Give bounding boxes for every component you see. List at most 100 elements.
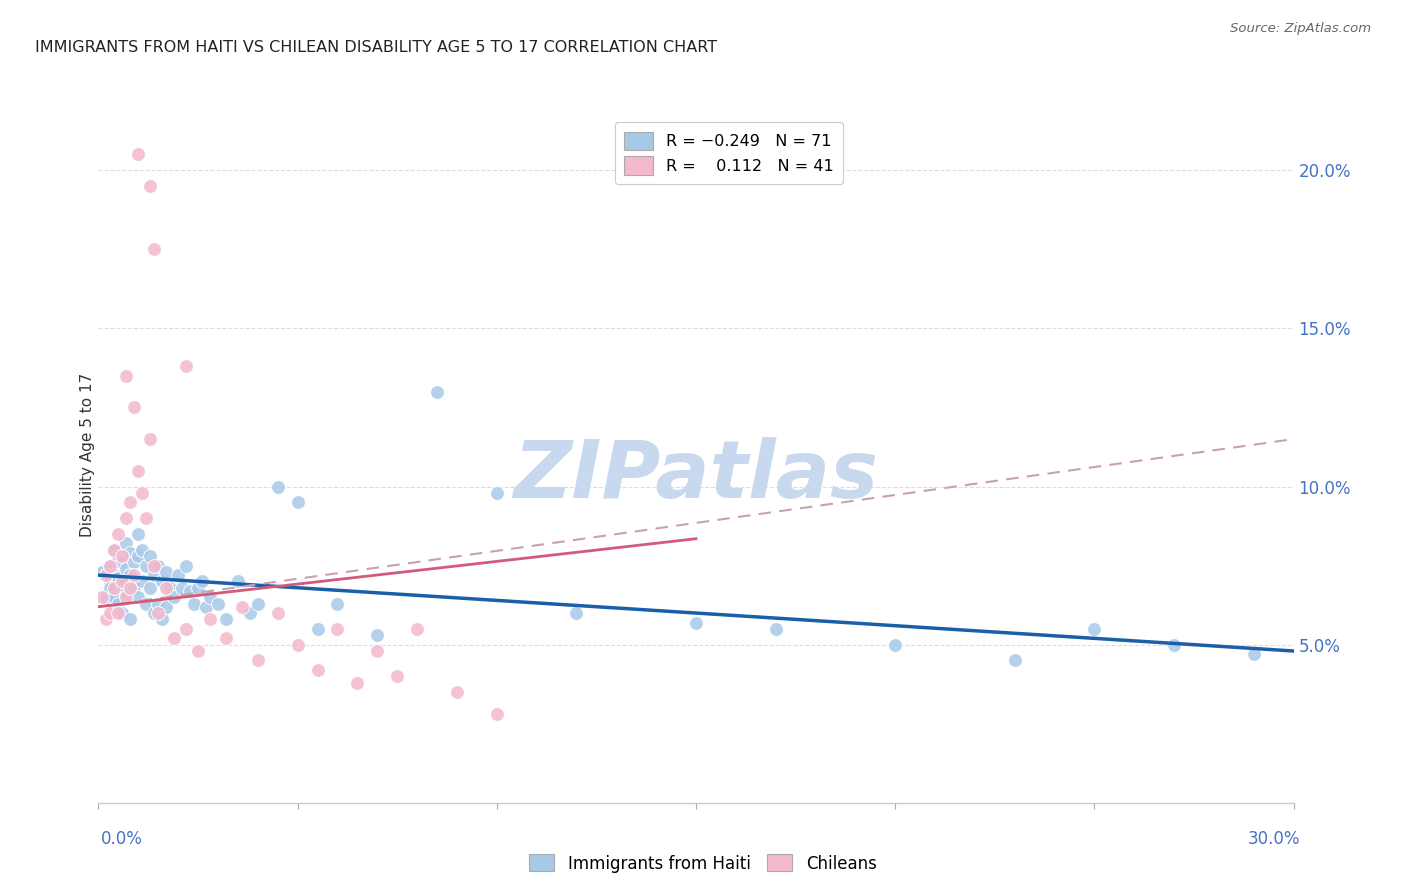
Point xyxy=(143,558,166,573)
Point xyxy=(127,591,149,605)
Point xyxy=(120,495,142,509)
Point xyxy=(198,612,221,626)
Point xyxy=(100,558,122,573)
Point xyxy=(148,597,170,611)
Point xyxy=(155,581,177,595)
Text: Source: ZipAtlas.com: Source: ZipAtlas.com xyxy=(1230,22,1371,36)
Point xyxy=(135,597,157,611)
Point xyxy=(1163,638,1185,652)
Point xyxy=(96,591,118,605)
Point xyxy=(111,549,134,563)
Point xyxy=(103,581,125,595)
Point xyxy=(100,558,122,573)
Legend: R = −0.249   N = 71, R =    0.112   N = 41: R = −0.249 N = 71, R = 0.112 N = 41 xyxy=(614,122,844,185)
Point xyxy=(159,581,181,595)
Point xyxy=(174,359,197,374)
Point xyxy=(120,546,142,560)
Point xyxy=(115,591,138,605)
Point xyxy=(111,577,134,591)
Point xyxy=(246,653,269,667)
Point xyxy=(139,549,162,563)
Point xyxy=(124,401,146,415)
Point xyxy=(111,574,134,589)
Point xyxy=(111,556,134,570)
Point xyxy=(406,622,429,636)
Point xyxy=(226,574,249,589)
Point xyxy=(1004,653,1026,667)
Point xyxy=(100,581,122,595)
Point xyxy=(287,495,309,509)
Legend: Immigrants from Haiti, Chileans: Immigrants from Haiti, Chileans xyxy=(523,847,883,880)
Point xyxy=(326,622,349,636)
Text: 0.0%: 0.0% xyxy=(101,830,143,847)
Point xyxy=(765,622,787,636)
Point xyxy=(96,568,118,582)
Point xyxy=(267,479,290,493)
Point xyxy=(326,597,349,611)
Point xyxy=(426,384,449,399)
Point xyxy=(103,542,125,557)
Point xyxy=(485,486,508,500)
Point xyxy=(96,612,118,626)
Point xyxy=(267,606,290,620)
Point xyxy=(115,587,138,601)
Point xyxy=(385,669,409,683)
Point xyxy=(231,599,253,614)
Point xyxy=(307,663,329,677)
Point xyxy=(115,511,138,525)
Point xyxy=(124,556,146,570)
Point xyxy=(366,644,388,658)
Point xyxy=(135,558,157,573)
Text: IMMIGRANTS FROM HAITI VS CHILEAN DISABILITY AGE 5 TO 17 CORRELATION CHART: IMMIGRANTS FROM HAITI VS CHILEAN DISABIL… xyxy=(35,40,717,55)
Point xyxy=(91,591,114,605)
Point xyxy=(107,527,129,541)
Point xyxy=(179,583,201,598)
Point xyxy=(446,685,468,699)
Point xyxy=(115,368,138,383)
Point xyxy=(111,606,134,620)
Point xyxy=(127,527,149,541)
Point xyxy=(139,581,162,595)
Point xyxy=(100,606,122,620)
Point xyxy=(1083,622,1105,636)
Point xyxy=(148,558,170,573)
Point xyxy=(163,591,186,605)
Point xyxy=(287,638,309,652)
Point xyxy=(107,597,129,611)
Point xyxy=(167,568,190,582)
Point xyxy=(131,542,153,557)
Point xyxy=(155,565,177,579)
Point xyxy=(1243,647,1265,661)
Point xyxy=(107,606,129,620)
Point xyxy=(124,568,146,582)
Point xyxy=(346,675,368,690)
Point xyxy=(103,591,125,605)
Point xyxy=(172,581,194,595)
Point xyxy=(150,612,173,626)
Point xyxy=(163,632,186,646)
Point xyxy=(187,581,209,595)
Point xyxy=(307,622,329,636)
Point xyxy=(127,549,149,563)
Point xyxy=(246,597,269,611)
Point xyxy=(103,568,125,582)
Point xyxy=(107,549,129,563)
Point xyxy=(150,574,173,589)
Point xyxy=(91,565,114,579)
Point xyxy=(485,707,508,722)
Point xyxy=(191,574,214,589)
Point xyxy=(124,581,146,595)
Point xyxy=(115,562,138,576)
Text: ZIPatlas: ZIPatlas xyxy=(513,437,879,515)
Point xyxy=(195,599,218,614)
Point xyxy=(103,542,125,557)
Point xyxy=(100,574,122,589)
Point xyxy=(187,644,209,658)
Point xyxy=(215,612,238,626)
Point xyxy=(183,597,205,611)
Point xyxy=(120,581,142,595)
Point xyxy=(131,574,153,589)
Point xyxy=(239,606,262,620)
Point xyxy=(127,464,149,478)
Point xyxy=(143,606,166,620)
